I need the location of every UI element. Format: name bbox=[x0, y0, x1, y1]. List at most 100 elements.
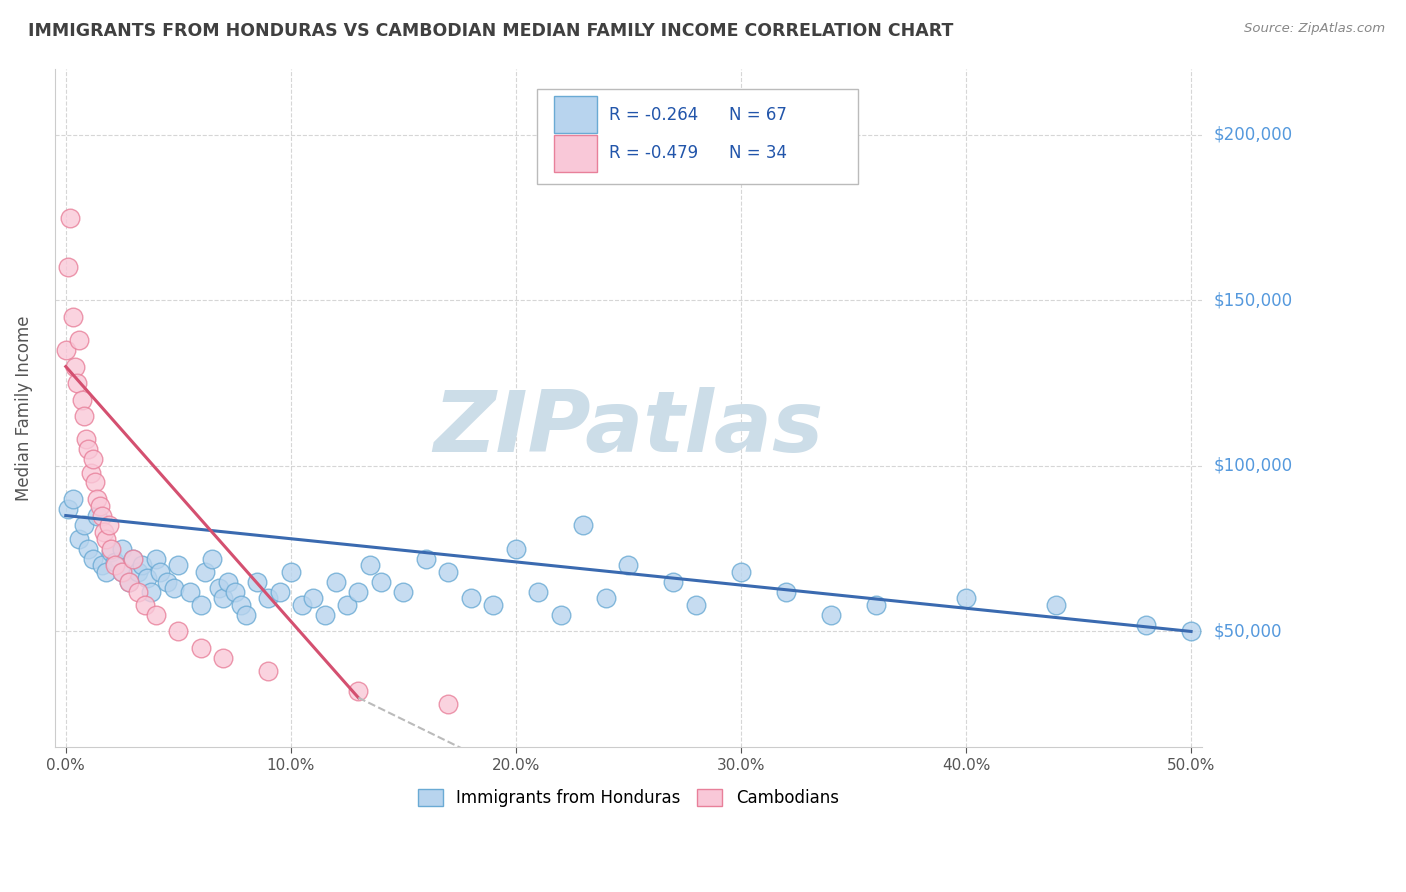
Point bbox=[62, 491, 84, 506]
Point bbox=[336, 598, 359, 612]
Point bbox=[100, 541, 122, 556]
Point bbox=[93, 525, 115, 540]
Point bbox=[190, 640, 212, 655]
Point bbox=[111, 565, 134, 579]
Point bbox=[79, 466, 101, 480]
Point bbox=[111, 541, 134, 556]
Point bbox=[149, 565, 172, 579]
Point bbox=[212, 651, 235, 665]
Point bbox=[122, 551, 145, 566]
Point bbox=[145, 551, 167, 566]
Point bbox=[527, 584, 550, 599]
Point bbox=[257, 664, 280, 678]
Text: $100,000: $100,000 bbox=[1213, 457, 1292, 475]
Point bbox=[437, 565, 460, 579]
Point bbox=[280, 565, 302, 579]
Point bbox=[167, 624, 190, 639]
Point bbox=[257, 591, 280, 606]
Point bbox=[1045, 598, 1067, 612]
Point bbox=[67, 333, 90, 347]
Point bbox=[67, 532, 90, 546]
Point bbox=[662, 574, 685, 589]
Point bbox=[370, 574, 392, 589]
Point bbox=[302, 591, 325, 606]
Point bbox=[190, 598, 212, 612]
Point bbox=[595, 591, 617, 606]
Point bbox=[201, 551, 224, 566]
Text: $150,000: $150,000 bbox=[1213, 292, 1292, 310]
Point bbox=[135, 572, 157, 586]
Text: $200,000: $200,000 bbox=[1213, 126, 1292, 144]
Point bbox=[73, 518, 96, 533]
Point bbox=[70, 392, 93, 407]
Point bbox=[82, 551, 104, 566]
Point bbox=[86, 508, 108, 523]
Point bbox=[730, 565, 752, 579]
Point bbox=[460, 591, 482, 606]
Point bbox=[347, 584, 370, 599]
Point bbox=[96, 565, 118, 579]
Point bbox=[62, 310, 84, 324]
Point bbox=[104, 558, 127, 573]
Point bbox=[347, 684, 370, 698]
Point bbox=[955, 591, 977, 606]
Point bbox=[482, 598, 505, 612]
Point bbox=[1135, 617, 1157, 632]
Point bbox=[111, 565, 134, 579]
Point bbox=[269, 584, 291, 599]
FancyBboxPatch shape bbox=[537, 89, 858, 184]
Text: $50,000: $50,000 bbox=[1213, 623, 1282, 640]
Point bbox=[77, 442, 100, 457]
Point bbox=[550, 607, 572, 622]
FancyBboxPatch shape bbox=[554, 135, 598, 172]
Point bbox=[212, 591, 235, 606]
Point bbox=[134, 598, 156, 612]
Point bbox=[59, 211, 82, 225]
Point bbox=[122, 551, 145, 566]
Legend: Immigrants from Honduras, Cambodians: Immigrants from Honduras, Cambodians bbox=[412, 782, 845, 814]
Point bbox=[90, 508, 112, 523]
Point bbox=[89, 499, 111, 513]
Point bbox=[104, 555, 127, 569]
Point bbox=[56, 502, 79, 516]
Point bbox=[96, 532, 118, 546]
Point bbox=[167, 558, 190, 573]
Point bbox=[127, 565, 149, 579]
Point bbox=[572, 518, 595, 533]
Point bbox=[156, 574, 179, 589]
Point bbox=[163, 582, 186, 596]
Point bbox=[291, 598, 314, 612]
Point bbox=[73, 409, 96, 424]
Point bbox=[131, 558, 153, 573]
Text: N = 34: N = 34 bbox=[730, 145, 787, 162]
Text: R = -0.479: R = -0.479 bbox=[609, 145, 697, 162]
Point bbox=[141, 584, 163, 599]
Point bbox=[325, 574, 347, 589]
Point bbox=[66, 376, 89, 390]
Point bbox=[617, 558, 640, 573]
Point bbox=[118, 574, 141, 589]
Point bbox=[775, 584, 797, 599]
Point bbox=[145, 607, 167, 622]
Point bbox=[208, 582, 231, 596]
Point bbox=[246, 574, 269, 589]
Point bbox=[86, 491, 108, 506]
Text: Source: ZipAtlas.com: Source: ZipAtlas.com bbox=[1244, 22, 1385, 36]
Point bbox=[235, 607, 257, 622]
Point bbox=[127, 584, 149, 599]
Point bbox=[82, 452, 104, 467]
Text: IMMIGRANTS FROM HONDURAS VS CAMBODIAN MEDIAN FAMILY INCOME CORRELATION CHART: IMMIGRANTS FROM HONDURAS VS CAMBODIAN ME… bbox=[28, 22, 953, 40]
Point bbox=[865, 598, 887, 612]
Point bbox=[1180, 624, 1202, 639]
Point bbox=[100, 545, 122, 559]
Point bbox=[217, 574, 239, 589]
Point bbox=[97, 518, 120, 533]
Point bbox=[359, 558, 381, 573]
FancyBboxPatch shape bbox=[554, 96, 598, 133]
Point bbox=[63, 359, 86, 374]
Point bbox=[90, 558, 112, 573]
Point bbox=[77, 541, 100, 556]
Point bbox=[415, 551, 437, 566]
Point bbox=[820, 607, 842, 622]
Point bbox=[179, 584, 201, 599]
